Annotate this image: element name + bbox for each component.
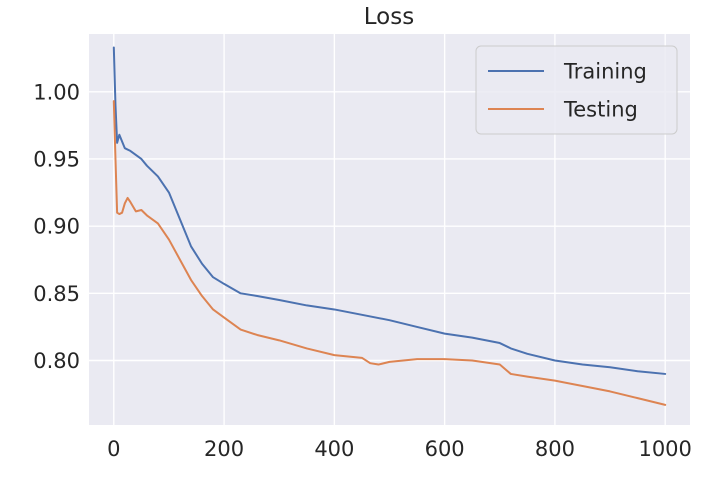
series-line-training bbox=[112, 46, 667, 375]
legend: Training Testing bbox=[475, 45, 678, 135]
legend-label-training: Training bbox=[563, 60, 647, 84]
y-tick-label: 0.95 bbox=[33, 147, 80, 171]
series-line-testing bbox=[112, 100, 667, 406]
x-tick-labels: 0 200 400 600 800 1000 bbox=[107, 437, 692, 461]
x-tick-label: 600 bbox=[425, 437, 465, 461]
x-tick-label: 0 bbox=[107, 437, 120, 461]
y-tick-label: 0.80 bbox=[33, 349, 80, 373]
legend-label-testing: Testing bbox=[563, 98, 638, 122]
x-tick-label: 200 bbox=[204, 437, 244, 461]
y-tick-labels: 0.80 0.85 0.90 0.95 1.00 bbox=[33, 80, 80, 373]
x-tick-label: 1000 bbox=[638, 437, 691, 461]
y-tick-label: 0.90 bbox=[33, 215, 80, 239]
chart-title: Loss bbox=[364, 4, 414, 30]
series-layer bbox=[112, 46, 667, 406]
x-tick-label: 800 bbox=[535, 437, 575, 461]
legend-box bbox=[475, 45, 678, 135]
y-tick-label: 1.00 bbox=[33, 80, 80, 104]
y-tick-label: 0.85 bbox=[33, 282, 80, 306]
x-tick-label: 400 bbox=[314, 437, 354, 461]
